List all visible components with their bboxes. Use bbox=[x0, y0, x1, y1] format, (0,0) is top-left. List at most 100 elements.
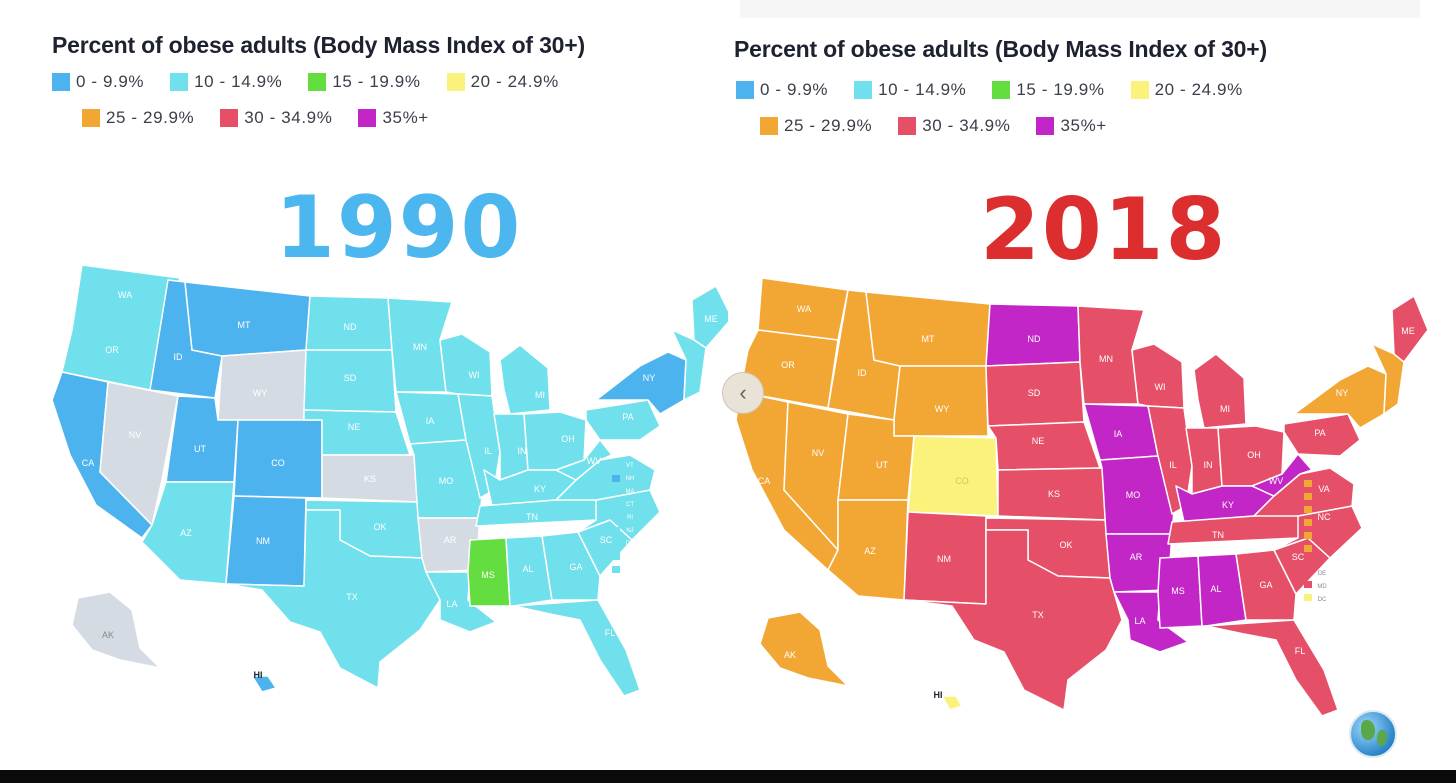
state-label-OK: OK bbox=[373, 522, 386, 532]
state-label-MO: MO bbox=[439, 476, 454, 486]
state-label-CA: CA bbox=[82, 458, 95, 468]
small-label-DE: DE bbox=[1318, 571, 1326, 577]
legend-label: 30 - 34.9% bbox=[244, 108, 333, 127]
legend-item: 10 - 14.9% bbox=[854, 80, 966, 100]
state-label-ME: ME bbox=[1401, 326, 1415, 336]
legend-label: 0 - 9.9% bbox=[760, 80, 829, 99]
legend-swatch bbox=[1130, 81, 1149, 99]
state-label-MS: MS bbox=[1171, 586, 1185, 596]
state-label-SD: SD bbox=[1028, 388, 1041, 398]
state-label-WV: WV bbox=[1269, 476, 1284, 486]
state-AL bbox=[505, 535, 553, 607]
legend-swatch bbox=[170, 73, 189, 91]
state-label-TX: TX bbox=[346, 592, 358, 602]
small-state-legend-1990 bbox=[612, 462, 620, 573]
legend-row-1: 0 - 9.9% 10 - 14.9% 15 - 19.9% 20 - 24.9… bbox=[736, 80, 1269, 100]
legend-item: 15 - 19.9% bbox=[308, 72, 420, 92]
state-OR bbox=[739, 329, 839, 409]
state-label-SC: SC bbox=[1292, 552, 1305, 562]
legend-item: 30 - 34.9% bbox=[898, 116, 1010, 136]
state-label-NM: NM bbox=[937, 554, 951, 564]
state-label-KY: KY bbox=[534, 484, 546, 494]
state-label-AL: AL bbox=[522, 564, 533, 574]
state-WY bbox=[217, 349, 307, 421]
state-label-ME: ME bbox=[704, 314, 718, 324]
legend-row-1: 0 - 9.9% 10 - 14.9% 15 - 19.9% 20 - 24.9… bbox=[52, 72, 585, 92]
legend-label: 15 - 19.9% bbox=[1016, 80, 1105, 99]
state-label-MI: MI bbox=[1220, 404, 1230, 414]
state-OH bbox=[523, 411, 587, 471]
legend-swatch bbox=[308, 73, 327, 91]
state-AZ bbox=[827, 499, 909, 601]
legend-swatch bbox=[1036, 117, 1055, 135]
state-label-KS: KS bbox=[1048, 489, 1060, 499]
state-CO bbox=[907, 435, 999, 517]
small-label-RI: RI bbox=[627, 515, 633, 521]
state-label-CA: CA bbox=[758, 476, 771, 486]
state-MS bbox=[467, 537, 511, 607]
state-label-MT: MT bbox=[922, 334, 935, 344]
legend-item: 20 - 24.9% bbox=[446, 72, 559, 92]
state-ME bbox=[1391, 295, 1429, 363]
small-label-NJ: NJ bbox=[626, 528, 633, 534]
legend-item: 25 - 29.9% bbox=[760, 116, 872, 136]
state-label-ND: ND bbox=[344, 322, 357, 332]
state-WI bbox=[1131, 343, 1185, 409]
state-label-VA: VA bbox=[1318, 484, 1329, 494]
state-ME bbox=[691, 285, 728, 349]
state-new-england bbox=[671, 329, 707, 401]
state-WY bbox=[893, 365, 989, 437]
state-label-IA: IA bbox=[426, 416, 435, 426]
legend-label: 10 - 14.9% bbox=[194, 72, 283, 91]
legend-item: 30 - 34.9% bbox=[220, 108, 332, 128]
state-label-MI: MI bbox=[535, 390, 545, 400]
state-label-OK: OK bbox=[1059, 540, 1072, 550]
small-label-DC: DC bbox=[626, 567, 635, 573]
state-label-KS: KS bbox=[364, 474, 376, 484]
state-label-NY: NY bbox=[643, 373, 656, 383]
state-label-WV: WV bbox=[587, 456, 602, 466]
legend-title: Percent of obese adults (Body Mass Index… bbox=[52, 32, 585, 58]
legend-label: 35%+ bbox=[1060, 116, 1107, 135]
year-heading-1990: 1990 bbox=[275, 178, 523, 278]
small-label-MD: MD bbox=[1317, 584, 1327, 590]
state-TX bbox=[225, 509, 441, 689]
chevron-left-icon: ‹ bbox=[739, 380, 747, 405]
state-TX bbox=[903, 529, 1123, 711]
state-label-IN: IN bbox=[518, 446, 527, 456]
state-NE bbox=[987, 421, 1101, 471]
state-label-MN: MN bbox=[1099, 354, 1113, 364]
state-HI bbox=[251, 675, 277, 693]
state-VA bbox=[555, 454, 656, 501]
state-label-TX: TX bbox=[1032, 610, 1044, 620]
state-label-LA: LA bbox=[446, 599, 457, 609]
state-label-ID: ID bbox=[174, 352, 184, 362]
state-label-PA: PA bbox=[622, 412, 633, 422]
legend-label: 15 - 19.9% bbox=[332, 72, 421, 91]
small-label-MD: MD bbox=[625, 554, 635, 560]
bottom-bar bbox=[0, 770, 1456, 783]
state-MS bbox=[1157, 555, 1203, 629]
legend-label: 0 - 9.9% bbox=[76, 72, 145, 91]
state-label-UT: UT bbox=[876, 460, 888, 470]
state-label-OR: OR bbox=[105, 345, 119, 355]
state-WI bbox=[439, 333, 493, 397]
state-label-NE: NE bbox=[1032, 436, 1045, 446]
state-MT bbox=[184, 281, 311, 357]
state-label-CO: CO bbox=[271, 458, 285, 468]
state-label-KY: KY bbox=[1222, 500, 1234, 510]
small-label-NH: NH bbox=[626, 476, 635, 482]
legend-row-2: 25 - 29.9% 30 - 34.9% 35%+ bbox=[82, 108, 455, 128]
state-label-SD: SD bbox=[344, 373, 357, 383]
state-label-AZ: AZ bbox=[180, 528, 192, 538]
state-label-WY: WY bbox=[935, 404, 950, 414]
state-label-IL: IL bbox=[1169, 460, 1177, 470]
carousel-prev-button[interactable]: ‹ bbox=[722, 372, 764, 414]
state-label-AK: AK bbox=[102, 630, 114, 640]
state-label-IN: IN bbox=[1204, 460, 1213, 470]
us-map-2018: WA OR CA NV ID MT WY UT CO AZ NM ND SD N… bbox=[735, 277, 1429, 717]
state-GA bbox=[541, 531, 601, 601]
state-label-AK: AK bbox=[784, 650, 796, 660]
legend-item: 35%+ bbox=[358, 108, 428, 128]
state-label-AR: AR bbox=[1130, 552, 1143, 562]
